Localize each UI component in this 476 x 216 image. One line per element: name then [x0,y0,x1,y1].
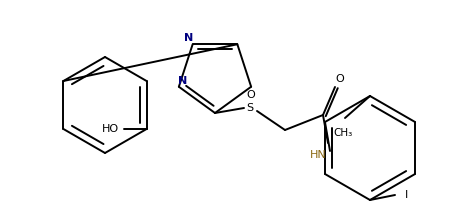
Text: N: N [184,33,193,43]
Text: O: O [336,74,344,84]
Text: HO: HO [101,124,119,134]
Text: O: O [247,90,256,100]
Text: CH₃: CH₃ [333,128,353,138]
Text: HN: HN [309,150,327,160]
Text: S: S [247,103,254,113]
Text: N: N [178,76,188,86]
Text: I: I [405,190,407,200]
